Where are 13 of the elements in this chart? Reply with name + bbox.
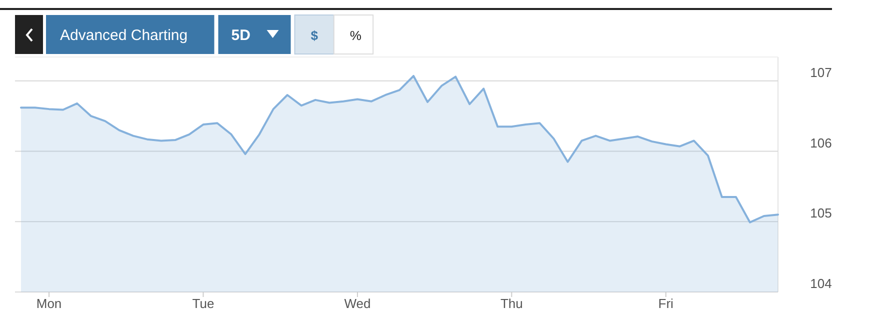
y-tick-label: 105 xyxy=(810,206,832,221)
y-tick-label: 106 xyxy=(810,135,832,150)
x-tick-label: Tue xyxy=(192,296,214,311)
x-tick-label: Mon xyxy=(36,296,62,311)
text: $ xyxy=(310,28,319,43)
x-tick-label: Fri xyxy=(658,296,674,311)
text: % xyxy=(350,28,362,43)
text: Advanced Charting xyxy=(60,27,188,44)
x-tick-label: Wed xyxy=(344,296,371,311)
x-tick-label: Thu xyxy=(500,296,523,311)
text: 5D xyxy=(231,27,251,44)
y-tick-label: 104 xyxy=(810,276,832,291)
y-tick-label: 107 xyxy=(810,64,832,80)
